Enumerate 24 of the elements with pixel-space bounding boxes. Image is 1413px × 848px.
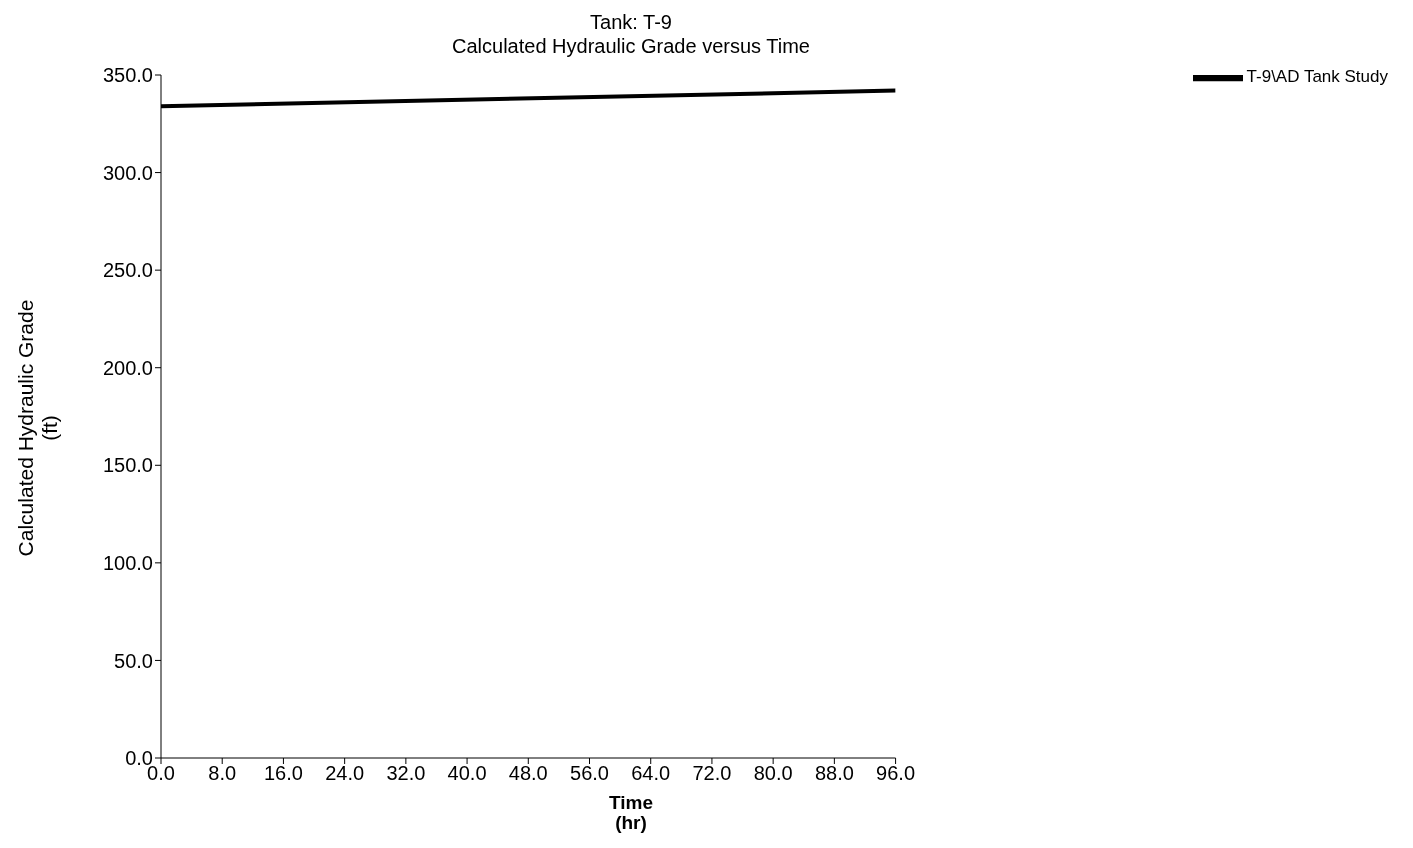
x-axis-title: Time (hr): [608, 792, 654, 833]
y-tick-label: 150.0: [102, 454, 153, 477]
x-tick-label: 40.0: [447, 762, 487, 785]
y-tick-label: 50.0: [114, 649, 153, 672]
y-tick-label: 300.0: [102, 161, 153, 184]
x-tick-label: 8.0: [208, 762, 237, 785]
chart-subtitle: Calculated Hydraulic Grade versus Time: [451, 34, 811, 58]
x-tick-label: 80.0: [753, 762, 793, 785]
x-tick-label: 16.0: [263, 762, 303, 785]
x-tick-label: 48.0: [508, 762, 548, 785]
x-tick-label: 88.0: [814, 762, 854, 785]
y-tick-label: 350.0: [102, 64, 153, 87]
x-tick-label: 96.0: [876, 762, 916, 785]
x-tick-label: 72.0: [692, 762, 732, 785]
x-tick-label: 24.0: [325, 762, 365, 785]
y-tick-label: 200.0: [102, 356, 153, 379]
legend-label: T-9\AD Tank Study: [1246, 67, 1388, 87]
chart-title: Tank: T-9: [589, 10, 673, 34]
y-axis-title: Calculated Hydraulic Grade (ft): [14, 299, 62, 557]
x-tick-label: 64.0: [631, 762, 671, 785]
x-tick-label: 56.0: [570, 762, 609, 785]
x-tick-label: 32.0: [386, 762, 426, 785]
y-tick-label: 100.0: [102, 551, 153, 574]
y-tick-label: 250.0: [102, 259, 153, 282]
